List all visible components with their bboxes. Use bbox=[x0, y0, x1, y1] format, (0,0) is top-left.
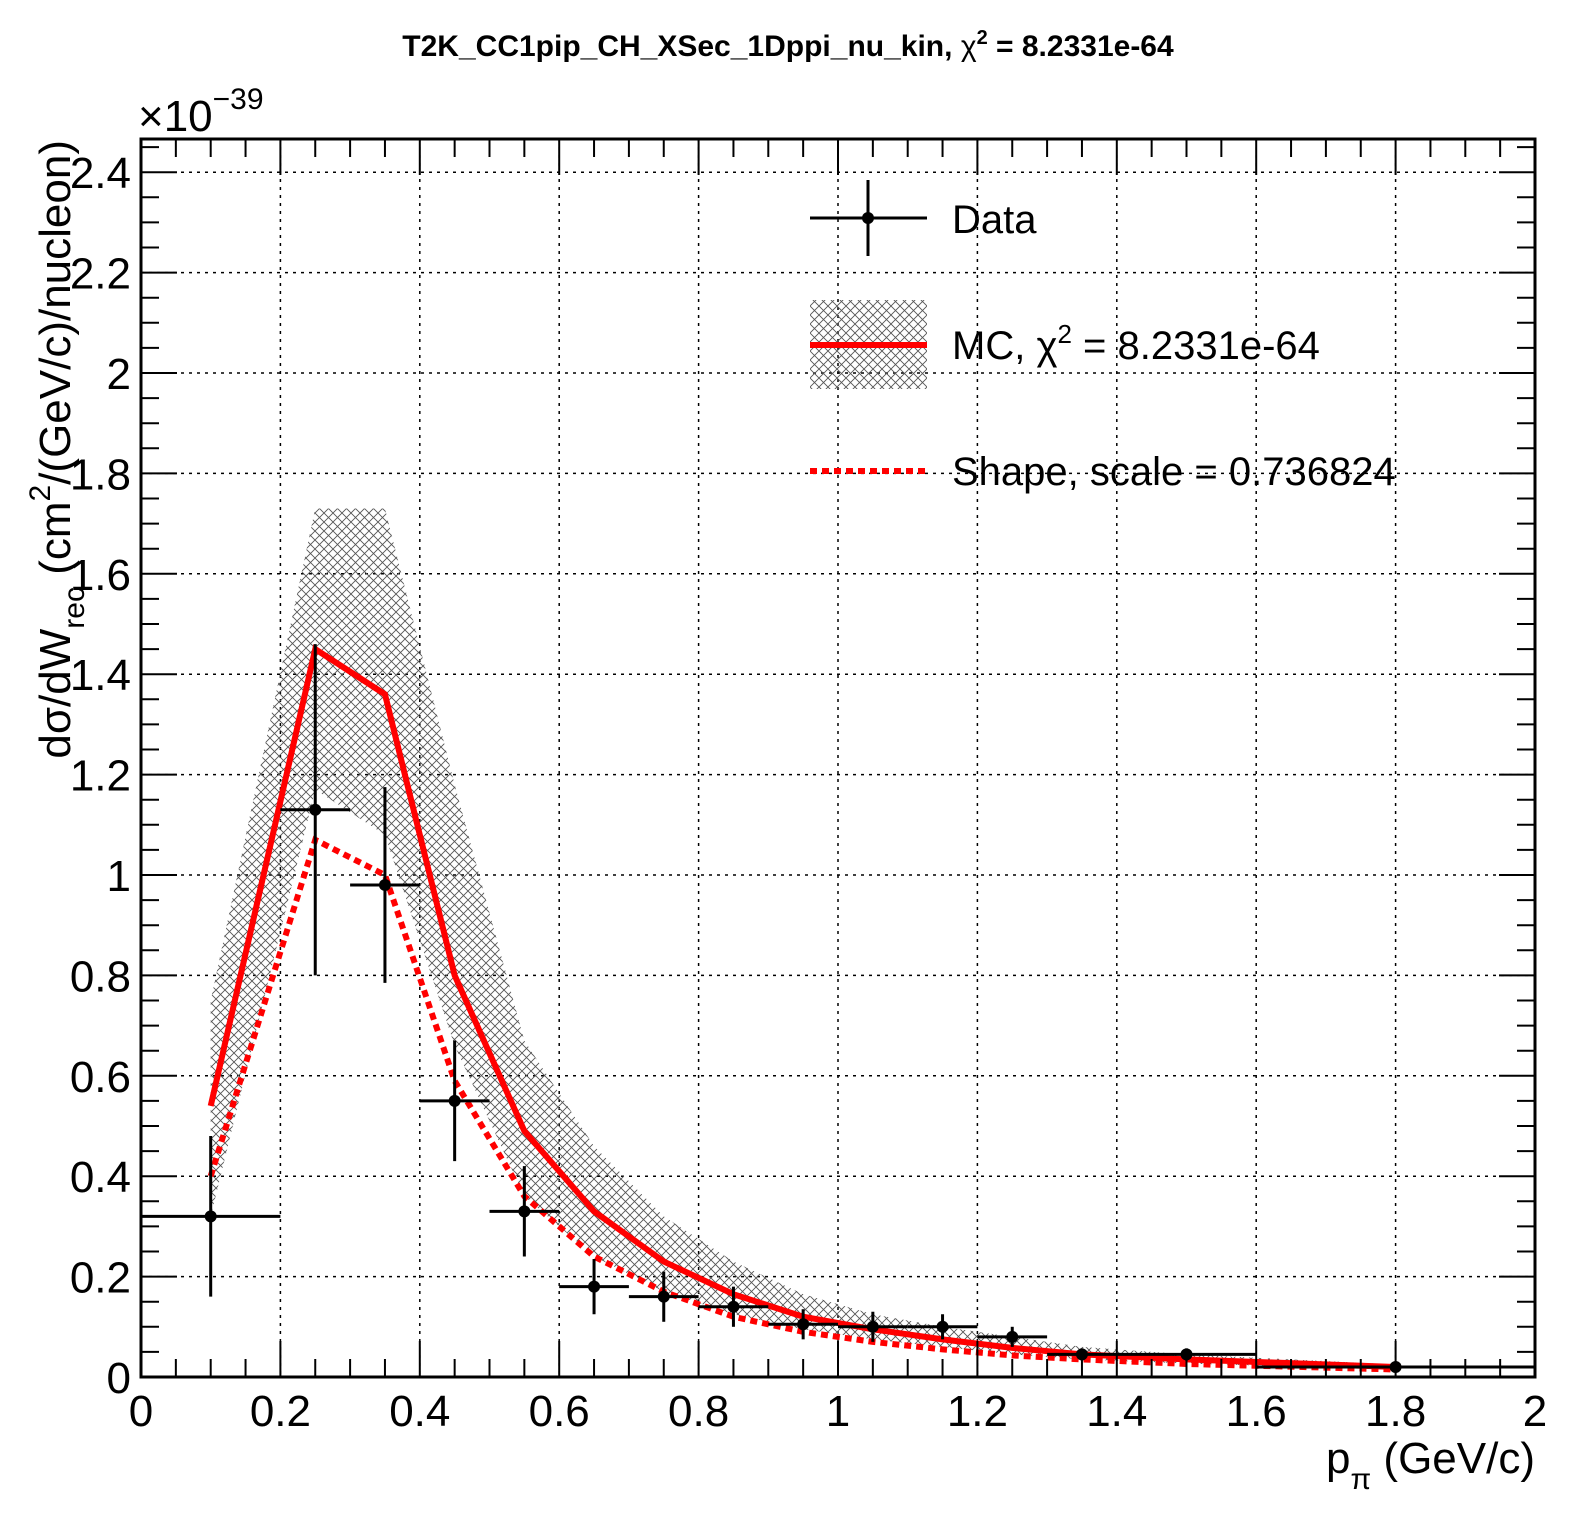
x-tick-label: 1.4 bbox=[1086, 1387, 1147, 1436]
data-point bbox=[628, 1271, 699, 1322]
y-tick-label: 1.6 bbox=[70, 551, 131, 600]
data-point bbox=[838, 1311, 908, 1342]
legend-data-entry: Data bbox=[810, 180, 1037, 256]
x-tick-label: 1.6 bbox=[1226, 1387, 1287, 1436]
y-tick-label: 1 bbox=[107, 852, 131, 901]
x-tick-label: 1.2 bbox=[947, 1387, 1008, 1436]
y-tick-label: 1.4 bbox=[70, 651, 131, 700]
y-tick-label: 2.2 bbox=[70, 250, 131, 299]
data-marker bbox=[204, 1210, 217, 1223]
data-point bbox=[1047, 1348, 1117, 1361]
shape-series bbox=[207, 835, 1396, 1373]
y-tick-label: 1.2 bbox=[70, 752, 131, 801]
shape-line bbox=[207, 835, 1396, 1373]
x-tick-label: 0.6 bbox=[529, 1387, 590, 1436]
data-marker bbox=[1006, 1330, 1019, 1343]
y-axis-label: dσ/dWrec (cm2/(GeV/c)/nucleon) bbox=[24, 140, 91, 759]
legend-data-marker bbox=[862, 212, 874, 224]
y-tick-label: 0.4 bbox=[70, 1153, 131, 1202]
legend-mc-entry: MC, χ2 = 8.2331e-64 bbox=[810, 300, 1320, 389]
y-tick-label: 0.6 bbox=[70, 1053, 131, 1102]
data-series bbox=[141, 644, 1535, 1373]
x-tick-label: 0.4 bbox=[389, 1387, 450, 1436]
data-marker bbox=[936, 1320, 949, 1333]
data-point bbox=[977, 1326, 1048, 1347]
y-tick-label: 0 bbox=[107, 1354, 131, 1403]
x-axis-label: pπ (GeV/c) bbox=[1326, 1434, 1535, 1496]
data-point bbox=[280, 644, 351, 976]
chart-title: T2K_CC1pip_CH_XSec_1Dppi_nu_kin, χ2 = 8.… bbox=[402, 27, 1174, 63]
axis-tick-labels: 0 0.2 0.4 0.6 0.8 1 1.2 1.4 1.6 1.8 2 0 0.2 0.4 0.6 0.8… bbox=[70, 149, 1547, 1436]
data-marker bbox=[1180, 1348, 1193, 1361]
legend-shape-entry: Shape, scale = 0.736824 bbox=[810, 450, 1396, 494]
legend-data-label: Data bbox=[952, 198, 1037, 242]
legend-shape-label: Shape, scale = 0.736824 bbox=[952, 450, 1396, 494]
data-marker bbox=[378, 879, 391, 892]
data-marker bbox=[518, 1205, 531, 1218]
x-tick-label: 0.8 bbox=[668, 1387, 729, 1436]
x-tick-label: 0 bbox=[129, 1387, 153, 1436]
mc-uncertainty-band bbox=[210, 508, 1396, 1370]
data-point bbox=[1116, 1348, 1257, 1361]
legend: Data MC, χ2 = 8.2331e-64 Shape, scale = … bbox=[810, 180, 1396, 494]
x-tick-label: 0.2 bbox=[250, 1387, 311, 1436]
data-point bbox=[419, 1040, 490, 1162]
data-marker bbox=[588, 1280, 601, 1293]
data-point bbox=[907, 1314, 978, 1340]
y-tick-label: 0.8 bbox=[70, 952, 131, 1001]
y-exponent: ×10−39 bbox=[138, 83, 264, 141]
data-marker bbox=[866, 1320, 879, 1333]
data-marker bbox=[448, 1094, 461, 1107]
data-marker bbox=[727, 1300, 740, 1313]
y-tick-label: 0.2 bbox=[70, 1254, 131, 1303]
y-tick-label: 1.8 bbox=[70, 450, 131, 499]
data-marker bbox=[1075, 1348, 1088, 1361]
x-tick-label: 1 bbox=[826, 1387, 850, 1436]
x-tick-label: 1.8 bbox=[1365, 1387, 1426, 1436]
axis-ticks bbox=[140, 139, 1536, 1378]
data-point bbox=[768, 1309, 838, 1340]
mc-band-area bbox=[210, 508, 1396, 1370]
x-tick-label: 2 bbox=[1523, 1387, 1547, 1436]
legend-mc-label: MC, χ2 = 8.2331e-64 bbox=[952, 319, 1320, 368]
data-point bbox=[559, 1259, 629, 1315]
y-tick-label: 2.4 bbox=[70, 149, 131, 198]
data-point bbox=[489, 1166, 560, 1257]
data-marker bbox=[797, 1318, 810, 1331]
data-marker bbox=[657, 1290, 670, 1303]
y-tick-label: 2 bbox=[107, 350, 131, 399]
data-point bbox=[141, 1136, 281, 1297]
data-point bbox=[350, 787, 420, 983]
data-marker bbox=[309, 803, 322, 816]
data-point bbox=[698, 1286, 769, 1327]
